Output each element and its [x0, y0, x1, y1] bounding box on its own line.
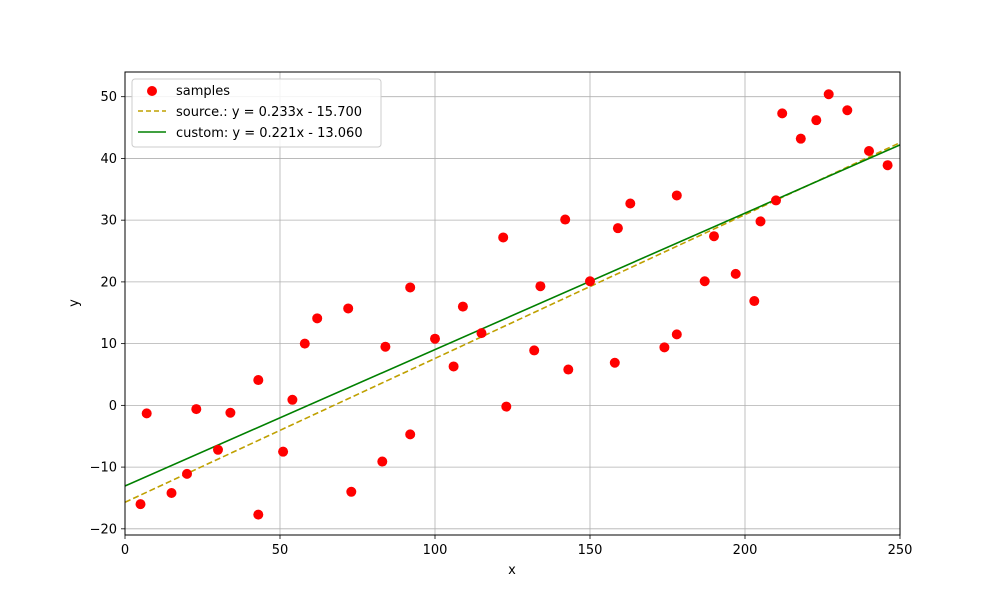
- fit-lines: [124, 141, 901, 504]
- sample-point: [749, 296, 760, 307]
- sample-point: [560, 214, 571, 225]
- legend-custom-label: custom: y = 0.221x - 13.060: [176, 126, 363, 141]
- sample-point: [135, 499, 146, 510]
- sample-point: [529, 345, 540, 356]
- x-tick-label: 200: [733, 543, 758, 558]
- sample-point: [253, 509, 264, 520]
- sample-point: [535, 281, 546, 292]
- y-axis-ticks: −20 −10 0 10 20 30 40 50: [90, 90, 125, 537]
- plot-frame: [124, 71, 901, 536]
- x-tick-label: 250: [888, 543, 913, 558]
- sample-point: [476, 328, 487, 339]
- sample-points: [135, 89, 893, 520]
- sample-point: [625, 198, 636, 209]
- sample-point: [498, 232, 509, 243]
- y-axis-label: y: [67, 299, 82, 307]
- sample-point: [659, 342, 670, 353]
- sample-point: [343, 303, 354, 314]
- sample-point: [457, 301, 468, 312]
- sample-point: [671, 190, 682, 201]
- sample-point: [380, 341, 391, 352]
- x-tick-label: 0: [121, 543, 129, 558]
- sample-point: [448, 361, 459, 372]
- sample-point: [777, 108, 788, 119]
- sample-point: [312, 313, 323, 324]
- sample-point: [864, 146, 874, 157]
- sample-point: [730, 268, 741, 279]
- x-tick-label: 150: [578, 543, 603, 558]
- x-axis-ticks: 0 50 100 150 200 250: [121, 535, 913, 558]
- sample-point: [346, 486, 357, 497]
- sample-point: [141, 408, 152, 419]
- y-tick-label: −20: [90, 522, 117, 537]
- sample-point: [182, 468, 192, 479]
- x-tick-label: 100: [423, 543, 448, 558]
- sample-point: [842, 105, 853, 116]
- y-tick-label: 30: [100, 214, 117, 229]
- sample-point: [430, 333, 440, 344]
- y-tick-label: −10: [90, 461, 117, 476]
- sample-point: [882, 160, 893, 171]
- sample-point: [811, 115, 822, 126]
- sample-point: [699, 276, 710, 287]
- x-axis-label: x: [508, 563, 516, 578]
- sample-point: [585, 276, 595, 287]
- sample-point: [166, 488, 177, 499]
- sample-point: [671, 329, 682, 340]
- custom-fit-line: [124, 144, 901, 487]
- sample-point: [278, 446, 289, 457]
- sample-point: [213, 444, 223, 455]
- sample-point: [377, 456, 388, 467]
- y-tick-label: 40: [100, 152, 117, 167]
- sample-point: [563, 364, 574, 375]
- y-tick-label: 10: [100, 337, 117, 352]
- y-tick-label: 0: [109, 399, 117, 414]
- y-tick-label: 50: [100, 90, 117, 105]
- sample-point: [771, 195, 781, 206]
- y-tick-label: 20: [100, 275, 117, 290]
- sample-point: [795, 133, 806, 144]
- sample-point: [709, 231, 719, 242]
- sample-point: [755, 216, 766, 227]
- legend: samples source.: y = 0.233x - 15.700 cus…: [131, 78, 382, 148]
- legend-source-label: source.: y = 0.233x - 15.700: [176, 105, 362, 120]
- sample-point: [225, 407, 236, 418]
- sample-point: [823, 89, 834, 100]
- sample-point: [287, 394, 298, 405]
- legend-samples-label: samples: [176, 84, 230, 99]
- sample-point: [609, 357, 620, 368]
- x-tick-label: 50: [272, 543, 289, 558]
- sample-point: [612, 223, 623, 234]
- sample-point: [253, 375, 264, 386]
- sample-point: [405, 282, 416, 293]
- sample-point: [405, 429, 416, 440]
- sample-point: [299, 338, 310, 349]
- sample-point: [191, 404, 202, 415]
- sample-point: [501, 401, 512, 412]
- legend-samples-marker: [147, 86, 157, 96]
- legend-box: [131, 78, 382, 148]
